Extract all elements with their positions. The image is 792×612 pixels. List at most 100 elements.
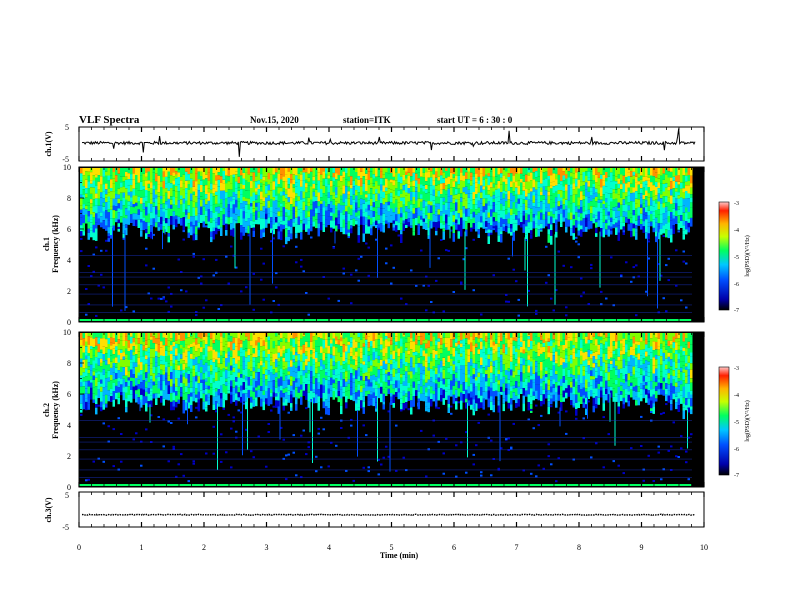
spectrogram-cell: [282, 181, 285, 188]
spectrogram-cell: [620, 216, 623, 223]
spectrogram-cell: [367, 372, 370, 380]
spectrogram-cell: [252, 201, 255, 206]
spectrogram-cell: [112, 348, 115, 355]
spectrogram-cell: [350, 356, 353, 361]
spectrogram-cell: [232, 372, 235, 381]
spectrogram-cell: [682, 168, 685, 176]
spectrogram-cell: [260, 365, 263, 371]
spectrogram-cell: [290, 227, 293, 234]
spectrogram-cell: [107, 344, 110, 350]
spectrogram-cell: [477, 192, 480, 201]
spectrogram-cell: [295, 217, 298, 225]
spectrogram-cell: [182, 189, 185, 194]
spectrogram-cell: [605, 181, 608, 187]
spectrogram-cell: [250, 213, 253, 221]
spectrogram-cell: [510, 168, 513, 174]
spectrogram-cell: [335, 205, 338, 209]
spectrogram-cell: [662, 191, 665, 197]
spectrogram-cell: [365, 351, 368, 360]
spectrogram-cell: [617, 202, 620, 208]
spectrogram-cell: [332, 192, 335, 196]
spectrogram-cell: [107, 390, 110, 396]
spectrogram-cell: [417, 207, 420, 216]
spectrogram-cell: [430, 399, 433, 407]
spectrogram-cell: [452, 211, 455, 216]
spectrogram-cell: [162, 370, 165, 375]
spectrogram-cell: [180, 333, 183, 341]
spectrogram-cell: [635, 168, 638, 174]
spectrogram-cell: [500, 203, 503, 211]
spectrogram-cell: [360, 358, 363, 364]
spectrogram-cell: [670, 212, 673, 218]
spectrogram-cell: [430, 212, 433, 221]
spectrogram-cell: [167, 333, 170, 341]
spectrogram-cell: [95, 217, 98, 223]
spectrogram-cell: [635, 173, 638, 177]
spectrogram-cell: [195, 344, 198, 352]
spectrogram-cell: [352, 369, 355, 376]
spectrogram-cell: [377, 215, 380, 220]
spectrogram-cell: [95, 228, 98, 233]
spectrogram-cell: [175, 386, 178, 391]
spectrogram-cell: [390, 182, 393, 190]
spectrogram-cell: [565, 190, 568, 200]
spectrogram-cell: [342, 272, 345, 275]
spectrogram-cell: [587, 171, 590, 178]
spectrogram-cell: [255, 168, 258, 177]
spectrogram-cell: [627, 181, 630, 188]
spectrogram-cell: [572, 225, 575, 234]
spectrogram-cell: [560, 200, 563, 205]
spectrogram-cell: [260, 361, 263, 366]
spectrogram-cell: [490, 232, 493, 235]
spectrogram-cell: [155, 398, 158, 405]
spectrogram-cell: [382, 356, 385, 361]
spectrogram-cell: [230, 223, 233, 230]
spectrogram-cell: [92, 360, 95, 369]
spectrogram-cell: [520, 206, 523, 214]
spectrogram-cell: [107, 192, 110, 197]
spectrogram-cell: [382, 204, 385, 209]
spectrogram-cell: [102, 198, 105, 203]
spectrogram-cell: [345, 205, 348, 212]
spectrogram-cell: [347, 213, 350, 222]
spectrogram-cell: [287, 411, 290, 414]
spectrogram-cell: [277, 392, 280, 401]
spectrogram-cell: [267, 349, 270, 354]
spectrogram-cell: [627, 191, 630, 196]
spectrogram-cell: [307, 341, 310, 348]
spectrogram-cell: [482, 168, 485, 177]
spectrogram-cell: [407, 350, 410, 355]
spectrogram-cell: [420, 429, 423, 432]
spectrogram-cell: [145, 340, 148, 345]
spectrogram-cell: [145, 181, 148, 190]
spectrogram-cell: [230, 356, 233, 366]
spectrogram-cell: [235, 355, 238, 364]
spectrogram-cell: [327, 408, 330, 416]
spectrogram-cell: [670, 235, 673, 243]
spectrogram-cell: [427, 363, 430, 368]
spectrogram-cell: [482, 216, 485, 222]
spectrogram-cell: [112, 183, 115, 192]
spectrogram-cell: [335, 173, 338, 180]
spectrogram-cell: [230, 229, 233, 236]
spectrogram-cell: [627, 218, 630, 225]
spectrogram-cell: [422, 350, 425, 357]
spectrogram-cell: [382, 198, 385, 205]
spectrogram-cell: [422, 370, 425, 375]
spectrogram-cell: [292, 377, 295, 382]
spectrogram-cell: [185, 218, 188, 227]
spectrogram-cell: [465, 200, 468, 209]
spectrogram-cell: [190, 344, 193, 348]
spectrogram-cell: [362, 203, 365, 213]
spectrogram-cell: [627, 187, 630, 192]
spectrogram-cell: [85, 393, 88, 399]
spectrogram-cell: [95, 205, 98, 214]
spectrogram-cell: [285, 361, 288, 369]
spectrogram-cell: [432, 358, 435, 367]
spectrogram-cell: [650, 168, 653, 176]
spectrogram-cell: [165, 223, 168, 232]
spectrogram-cell: [322, 215, 325, 220]
spectrogram-cell: [610, 217, 613, 222]
spectrogram-cell: [647, 233, 650, 240]
spectrogram-cell: [372, 352, 375, 361]
